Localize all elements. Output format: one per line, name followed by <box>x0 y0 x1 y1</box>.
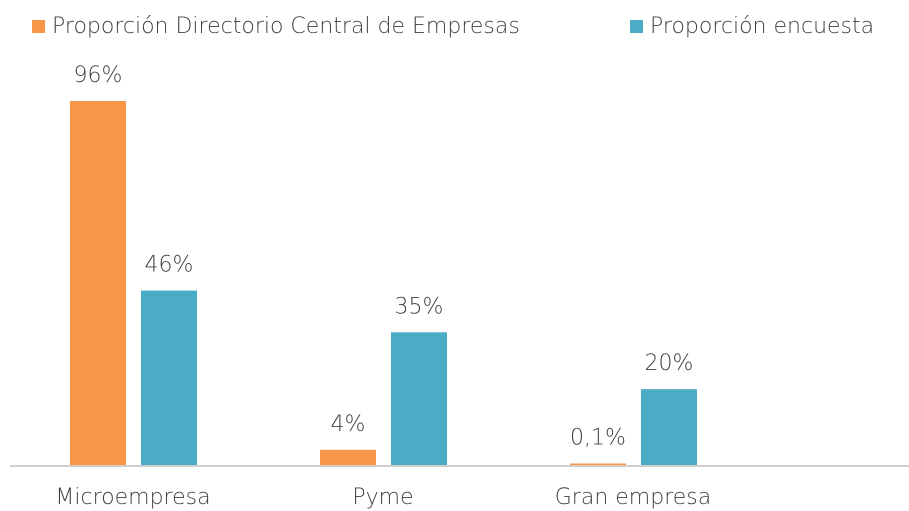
x-tick-label: Pyme <box>352 485 413 510</box>
bar <box>641 389 697 465</box>
bar <box>70 101 126 465</box>
data-label: 0,1% <box>570 426 626 451</box>
data-label: 46% <box>145 253 194 278</box>
bar <box>320 449 376 465</box>
legend-swatch <box>630 20 643 33</box>
x-tick-label: Microempresa <box>55 485 210 510</box>
data-label: 96% <box>74 63 123 88</box>
legend-label: Proporción encuesta <box>650 14 874 39</box>
bar <box>391 332 447 465</box>
legend-swatch <box>32 20 45 33</box>
bar <box>570 463 626 465</box>
data-label: 4% <box>331 412 366 437</box>
data-label: 20% <box>645 351 694 376</box>
data-label: 35% <box>395 294 444 319</box>
bar <box>141 290 197 465</box>
x-tick-label: Gran empresa <box>555 485 711 510</box>
legend-label: Proporción Directorio Central de Empresa… <box>52 14 520 39</box>
